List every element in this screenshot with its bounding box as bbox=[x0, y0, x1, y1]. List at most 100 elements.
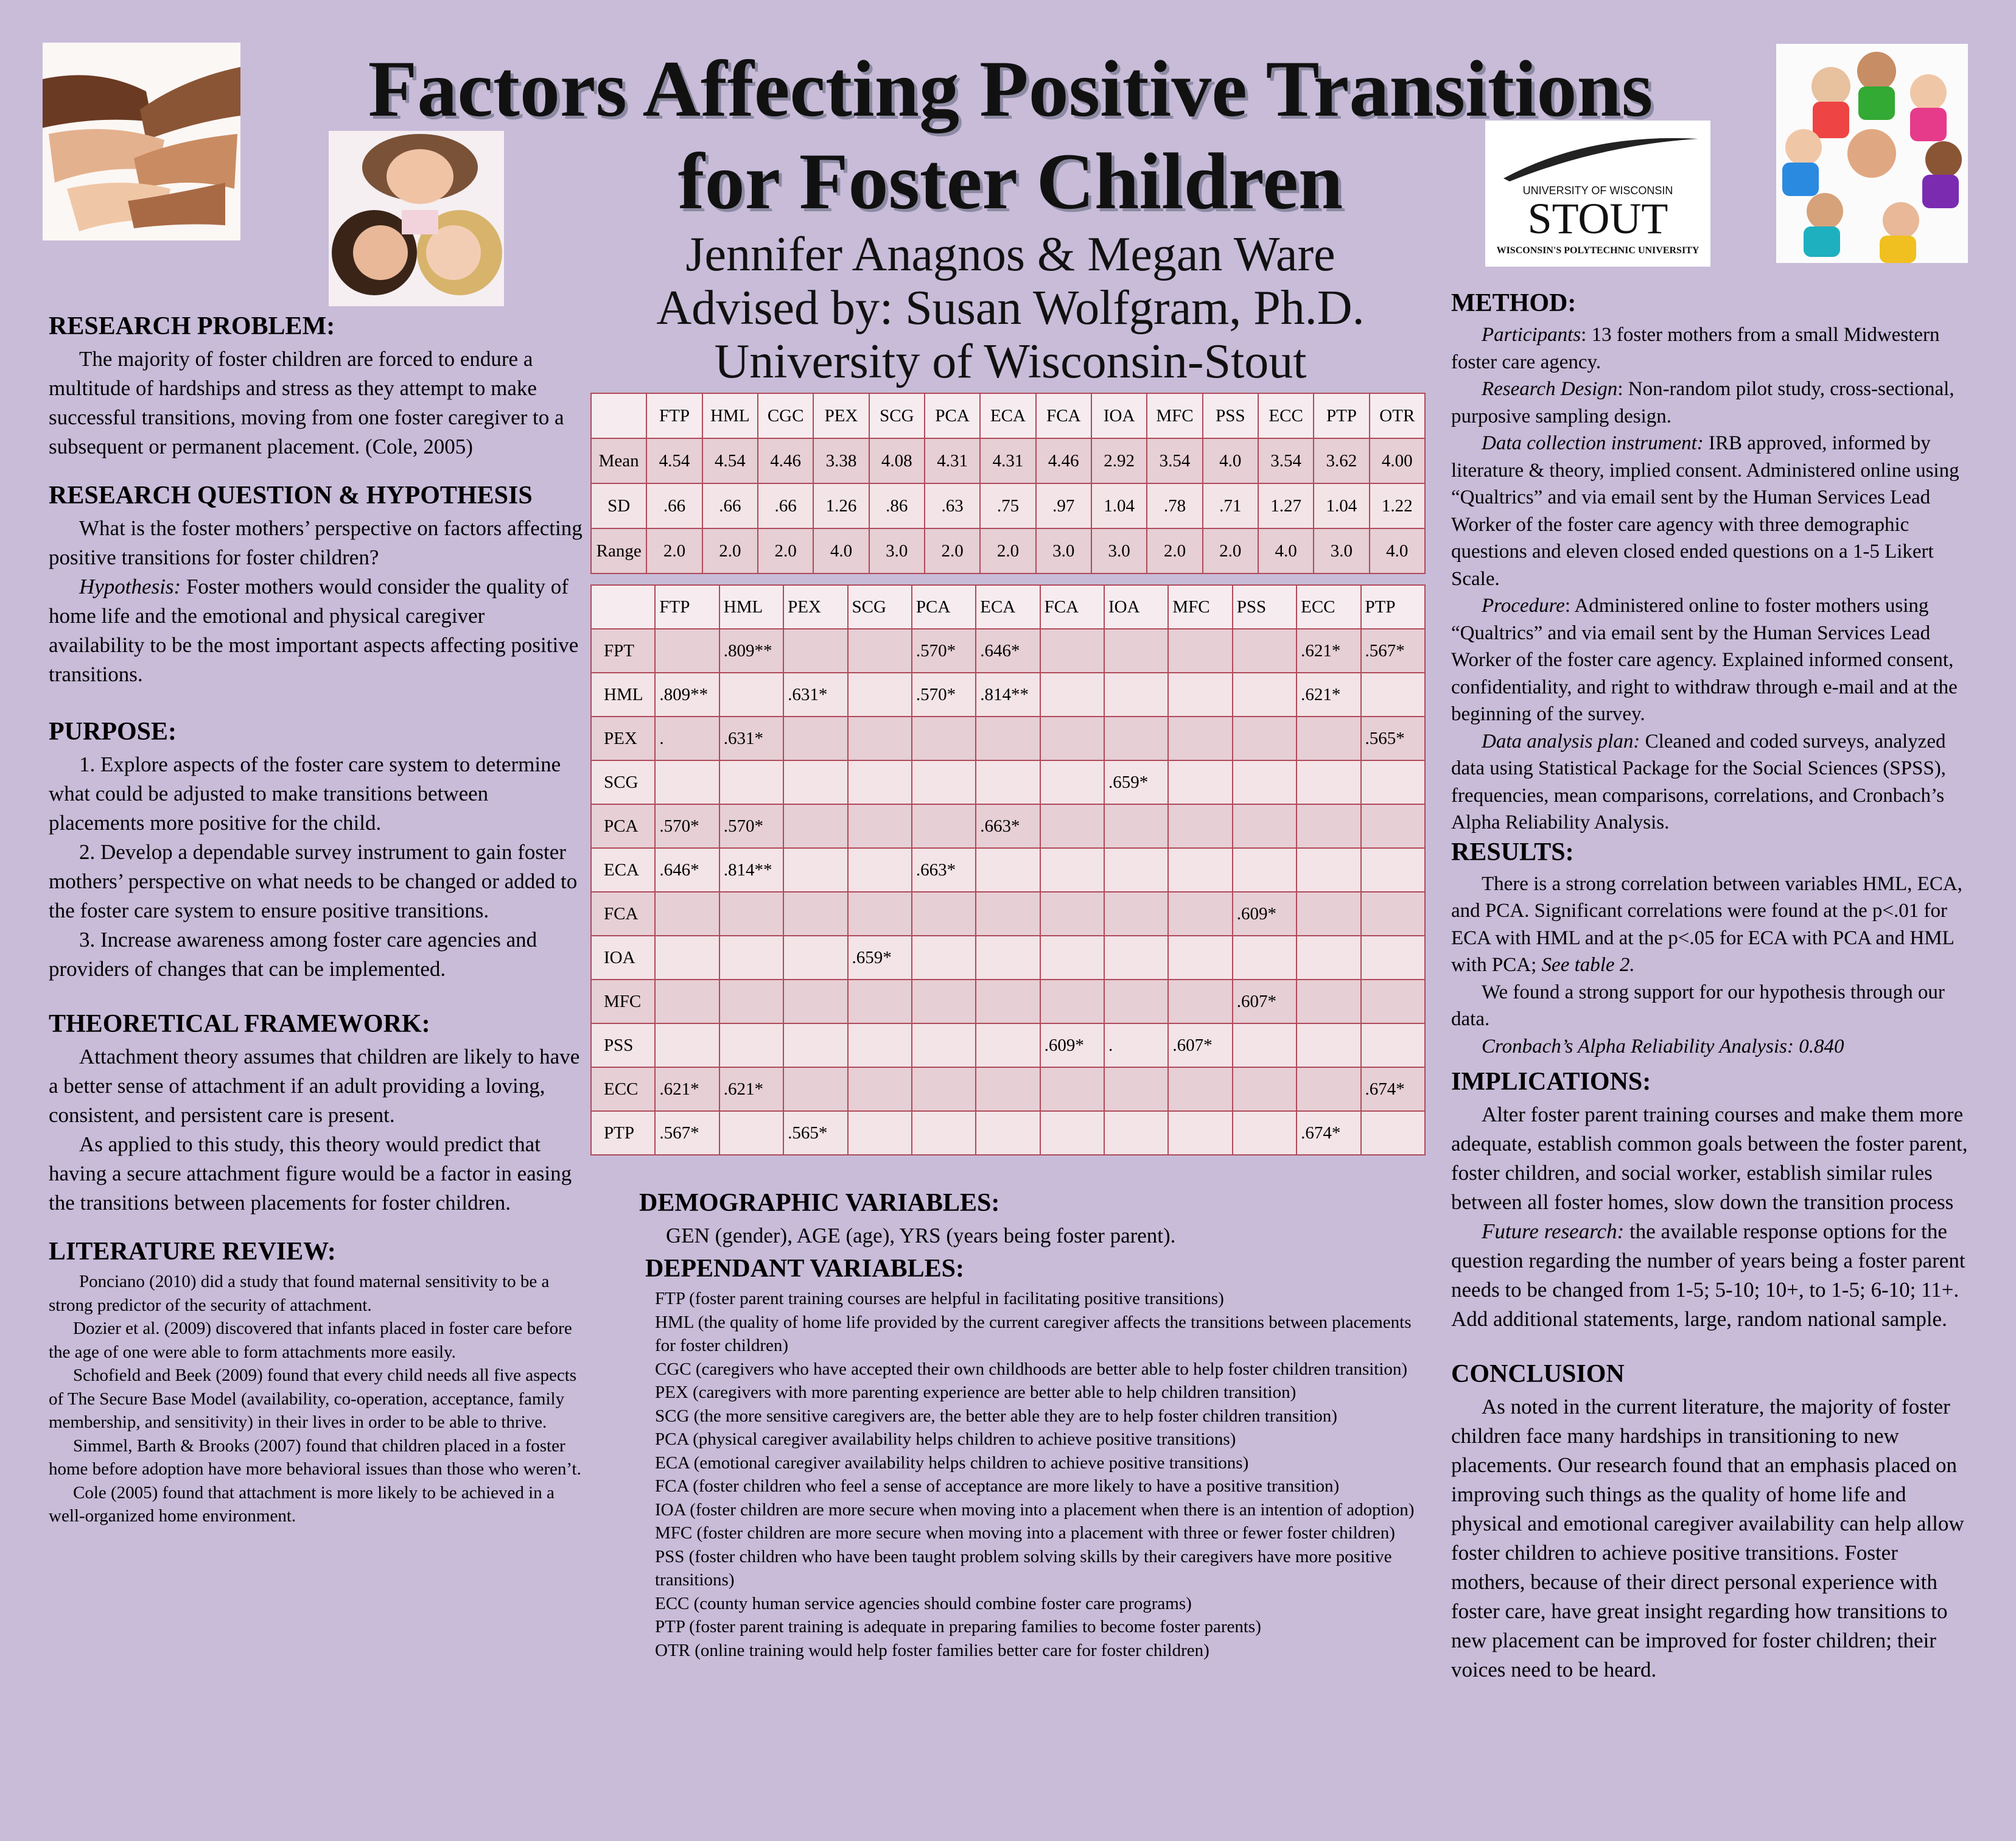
conclusion-text: As noted in the current literature, the … bbox=[1451, 1395, 1964, 1681]
t1-cell: 4.08 bbox=[868, 438, 925, 484]
t2-cell: .565* bbox=[783, 1110, 849, 1155]
t2-cell bbox=[1039, 935, 1105, 980]
theory-para-2: As applied to this study, this theory wo… bbox=[49, 1132, 572, 1215]
t2-cell bbox=[654, 1023, 720, 1068]
t2-cell bbox=[1360, 1110, 1426, 1155]
t1-cell: .66 bbox=[701, 483, 758, 529]
t2-cell bbox=[1167, 935, 1233, 980]
t2-cell: .621* bbox=[1296, 672, 1362, 717]
t2-row-label: PSS bbox=[590, 1023, 656, 1068]
t1-header-cell: PSS bbox=[1202, 393, 1259, 439]
theory-heading: THEORETICAL FRAMEWORK: bbox=[49, 1010, 430, 1038]
implications-heading: IMPLICATIONS: bbox=[1451, 1068, 1651, 1096]
t2-cell bbox=[1296, 1067, 1362, 1112]
t1-cell: .66 bbox=[646, 483, 703, 529]
literature-heading: LITERATURE REVIEW: bbox=[49, 1238, 336, 1266]
t2-cell bbox=[654, 891, 720, 936]
children-circle-illustration bbox=[1776, 44, 1968, 263]
poster-title-block: Factors Affecting Positive Transitions f… bbox=[268, 43, 1753, 388]
stacked-hands-photo bbox=[43, 43, 240, 240]
t2-header-cell: ECC bbox=[1296, 584, 1362, 629]
t1-cell: 2.0 bbox=[1146, 528, 1203, 574]
t1-cell: 3.38 bbox=[813, 438, 870, 484]
results-table-ref: See table 2. bbox=[1541, 954, 1635, 976]
t1-row: Range 2.0 2.0 2.0 4.0 3.0 2.0 2.0 3.0 3.0 2.0 2.0 4.… bbox=[590, 528, 1426, 574]
dependant-variable-item: PCA (physical caregiver availability hel… bbox=[655, 1429, 1236, 1449]
t1-cell: 3.0 bbox=[868, 528, 925, 574]
dependant-list: FTP (foster parent training courses are … bbox=[639, 1287, 1430, 1662]
dependant-variable-item: SCG (the more sensitive caregivers are, … bbox=[655, 1406, 1337, 1426]
t2-cell bbox=[783, 1023, 849, 1068]
t2-cell: .631* bbox=[718, 716, 785, 761]
purpose-item-2: 2. Develop a dependable survey instrumen… bbox=[49, 840, 578, 922]
t2-cell: .607* bbox=[1231, 979, 1298, 1024]
research-problem-section: RESEARCH PROBLEM: The majority of foster… bbox=[49, 310, 584, 461]
t2-header-cell: IOA bbox=[1103, 584, 1169, 629]
t2-cell bbox=[718, 935, 785, 980]
t1-cell: 4.54 bbox=[646, 438, 703, 484]
t2-header-cell: FCA bbox=[1039, 584, 1105, 629]
logo-polytechnic: WISCONSIN'S POLYTECHNIC UNIVERSITY bbox=[1496, 245, 1699, 256]
implications-para-1: Alter foster parent training courses and… bbox=[1451, 1103, 1968, 1214]
t1-row: Mean 4.54 4.54 4.46 3.38 4.08 4.31 4.31 4.46 2.92… bbox=[590, 438, 1426, 484]
demographic-heading: DEMOGRAPHIC VARIABLES: bbox=[639, 1189, 1000, 1217]
t1-cell: .75 bbox=[979, 483, 1037, 529]
t2-header-cell: FTP bbox=[654, 584, 720, 629]
t1-header-cell: PTP bbox=[1313, 393, 1370, 439]
t1-cell: 1.04 bbox=[1313, 483, 1370, 529]
t1-cell: 4.31 bbox=[979, 438, 1037, 484]
t2-cell bbox=[847, 1110, 912, 1155]
t1-cell: 1.26 bbox=[813, 483, 870, 529]
t2-cell: .570* bbox=[911, 628, 977, 673]
t1-header-cell: CGC bbox=[757, 393, 814, 439]
t1-cell: 2.0 bbox=[757, 528, 814, 574]
future-research-label: Future research: bbox=[1482, 1219, 1625, 1243]
dependant-heading: DEPENDANT VARIABLES: bbox=[645, 1255, 964, 1283]
t2-cell: .659* bbox=[1103, 760, 1169, 805]
t2-header-cell: PEX bbox=[783, 584, 849, 629]
t1-cell: 4.0 bbox=[1202, 438, 1259, 484]
t2-cell bbox=[783, 891, 849, 936]
t2-cell bbox=[1103, 804, 1169, 849]
t2-cell bbox=[1360, 672, 1426, 717]
t2-cell bbox=[1360, 760, 1426, 805]
t2-cell bbox=[1103, 847, 1169, 892]
t2-cell bbox=[1231, 847, 1298, 892]
t2-cell bbox=[1296, 847, 1362, 892]
method-item-label: Procedure bbox=[1482, 595, 1565, 617]
t2-header-cell: SCG bbox=[847, 584, 912, 629]
t2-cell bbox=[783, 979, 849, 1024]
t1-header-cell: ECA bbox=[979, 393, 1037, 439]
t2-row-label: ECA bbox=[590, 847, 656, 892]
t2-cell bbox=[1167, 1067, 1233, 1112]
t2-cell bbox=[654, 760, 720, 805]
t2-cell bbox=[847, 804, 912, 849]
purpose-item-1: 1. Explore aspects of the foster care sy… bbox=[49, 752, 561, 835]
t2-cell: .567* bbox=[1360, 628, 1426, 673]
t2-cell bbox=[1296, 804, 1362, 849]
t2-row: PSS .609*. .607* bbox=[590, 1023, 1426, 1068]
t2-header-cell: ECA bbox=[975, 584, 1041, 629]
research-problem-text: The majority of foster children are forc… bbox=[49, 347, 564, 458]
logo-university-of-wisconsin: UNIVERSITY OF WISCONSIN bbox=[1522, 184, 1673, 197]
demographic-text: GEN (gender), AGE (age), YRS (years bein… bbox=[666, 1224, 1176, 1247]
t2-cell: .567* bbox=[654, 1110, 720, 1155]
t1-row-label: Range bbox=[590, 528, 648, 574]
research-question-text: What is the foster mothers’ perspective … bbox=[49, 516, 583, 569]
t2-cell bbox=[1296, 760, 1362, 805]
t2-cell bbox=[911, 716, 977, 761]
theory-section: THEORETICAL FRAMEWORK: Attachment theory… bbox=[49, 1008, 584, 1218]
t2-cell bbox=[1039, 891, 1105, 936]
literature-para-2: Dozier et al. (2009) discovered that inf… bbox=[49, 1319, 572, 1362]
t2-cell bbox=[911, 979, 977, 1024]
t2-header-cell bbox=[590, 584, 656, 629]
literature-para-3: Schofield and Beek (2009) found that eve… bbox=[49, 1366, 577, 1432]
t2-cell bbox=[1167, 891, 1233, 936]
t2-cell bbox=[975, 979, 1041, 1024]
t2-cell bbox=[911, 760, 977, 805]
t2-cell bbox=[1167, 979, 1233, 1024]
t2-cell bbox=[1167, 672, 1233, 717]
girls-faces-illustration bbox=[329, 131, 504, 306]
method-item-label: Research Design bbox=[1482, 378, 1618, 400]
t2-cell bbox=[847, 847, 912, 892]
